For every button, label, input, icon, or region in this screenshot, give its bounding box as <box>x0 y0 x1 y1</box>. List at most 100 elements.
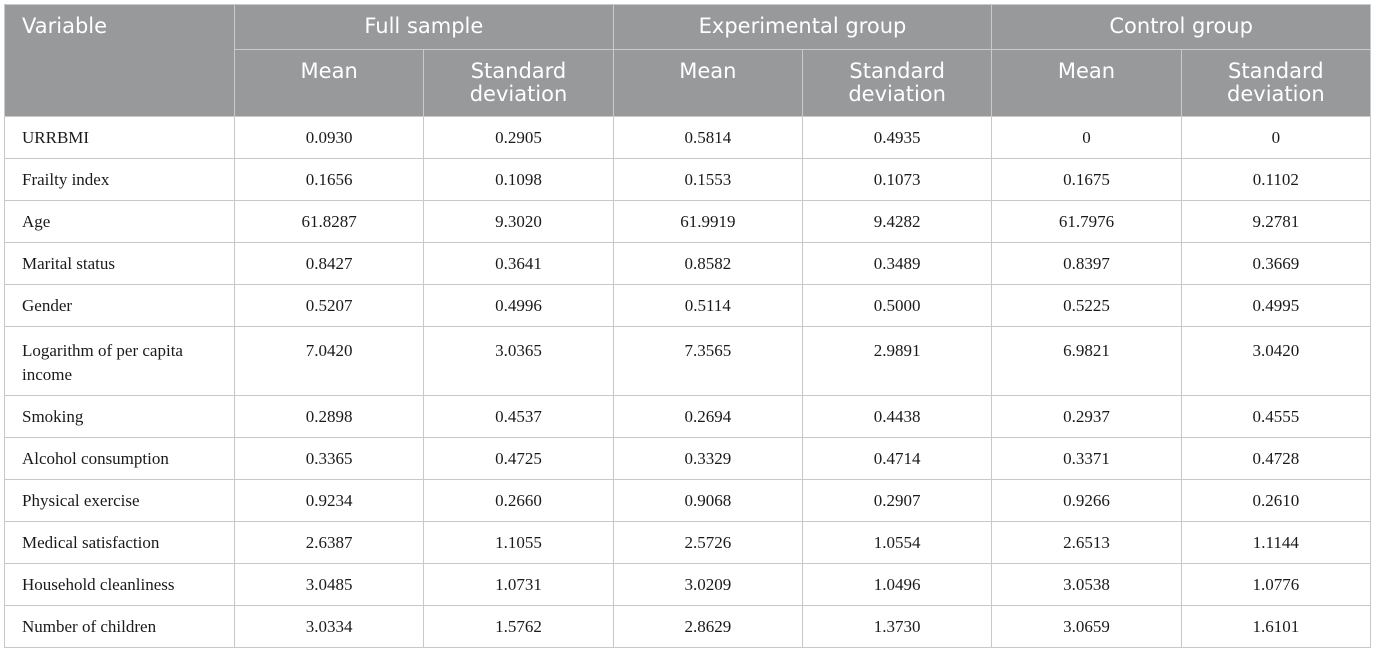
header-variable: Variable <box>4 4 235 117</box>
row-value-cell: 3.0365 <box>423 326 614 396</box>
row-value-cell: 0.9266 <box>991 479 1182 522</box>
row-value-cell: 7.3565 <box>612 326 803 396</box>
row-value-cell: 0.3641 <box>423 242 614 285</box>
row-value-cell: 0.5114 <box>612 284 803 327</box>
row-value-cell: 61.8287 <box>233 200 425 243</box>
row-value-cell: 0.3489 <box>801 242 993 285</box>
row-value-cell: 0.8397 <box>991 242 1182 285</box>
header-experimental-group: Experimental group <box>612 4 993 50</box>
row-value-cell: 2.9891 <box>801 326 993 396</box>
row-value-cell: 0.1675 <box>991 158 1182 201</box>
row-value-cell: 0.4555 <box>1180 395 1372 438</box>
row-variable-name: Alcohol consumption <box>4 437 235 480</box>
row-value-cell: 2.8629 <box>612 605 803 648</box>
row-value-cell: 0.8427 <box>233 242 425 285</box>
row-value-cell: 1.0731 <box>423 563 614 606</box>
row-value-cell: 0.2660 <box>423 479 614 522</box>
header-full-sample: Full sample <box>234 4 614 50</box>
row-variable-name: Age <box>4 200 235 243</box>
row-value-cell: 0.3329 <box>612 437 803 480</box>
table-row: Household cleanliness 3.0485 1.0731 3.0209 1… <box>4 563 1372 606</box>
row-value-cell: 0.2694 <box>612 395 803 438</box>
row-value-cell: 3.0538 <box>991 563 1182 606</box>
row-value-cell: 7.0420 <box>233 326 425 396</box>
row-value-cell: 3.0659 <box>991 605 1182 648</box>
row-value-cell: 0.4935 <box>801 116 993 159</box>
row-value-cell: 0.5207 <box>233 284 425 327</box>
row-variable-name: Frailty index <box>4 158 235 201</box>
row-value-cell: 0 <box>1180 116 1372 159</box>
row-value-cell: 0.5000 <box>801 284 993 327</box>
row-value-cell: 0.1073 <box>801 158 993 201</box>
row-value-cell: 0.3365 <box>233 437 425 480</box>
table-header: Variable Full sample Experimental group … <box>4 4 1372 117</box>
row-variable-name: Smoking <box>4 395 235 438</box>
row-value-cell: 6.9821 <box>991 326 1182 396</box>
row-value-cell: 1.5762 <box>423 605 614 648</box>
table-row: Number of children 3.0334 1.5762 2.8629 1.37… <box>4 605 1372 648</box>
row-value-cell: 9.3020 <box>423 200 614 243</box>
row-variable-name: Medical satisfaction <box>4 521 235 564</box>
row-value-cell: 0.9234 <box>233 479 425 522</box>
row-value-cell: 0.2907 <box>801 479 993 522</box>
row-value-cell: 61.7976 <box>991 200 1182 243</box>
row-value-cell: 0.5225 <box>991 284 1182 327</box>
row-value-cell: 0.2610 <box>1180 479 1372 522</box>
row-value-cell: 1.0776 <box>1180 563 1372 606</box>
row-value-cell: 0.4725 <box>423 437 614 480</box>
table-row: Physical exercise 0.9234 0.2660 0.9068 0.290… <box>4 479 1372 522</box>
table-row: Logarithm of per capita income 7.0420 3.03… <box>4 326 1372 396</box>
table-row: Marital status 0.8427 0.3641 0.8582 0.3489 0.… <box>4 242 1372 285</box>
header-control-mean: Mean <box>991 49 1182 117</box>
row-value-cell: 9.2781 <box>1180 200 1372 243</box>
row-variable-name: Marital status <box>4 242 235 285</box>
table-row: Frailty index 0.1656 0.1098 0.1553 0.1073 0.1… <box>4 158 1372 201</box>
row-value-cell: 0.4537 <box>423 395 614 438</box>
row-value-cell: 0.0930 <box>233 116 425 159</box>
table-row: Smoking 0.2898 0.4537 0.2694 0.4438 0.2937 0.4… <box>4 395 1372 438</box>
row-variable-name: Number of children <box>4 605 235 648</box>
row-value-cell: 0.1102 <box>1180 158 1372 201</box>
row-value-cell: 0.4728 <box>1180 437 1372 480</box>
row-value-cell: 0.4438 <box>801 395 993 438</box>
table-row: URRBMI 0.0930 0.2905 0.5814 0.4935 0 0 <box>4 116 1372 159</box>
row-value-cell: 1.3730 <box>801 605 993 648</box>
row-variable-name: Physical exercise <box>4 479 235 522</box>
header-control-sd: Standard deviation <box>1180 49 1372 117</box>
row-value-cell: 0.9068 <box>612 479 803 522</box>
row-value-cell: 2.6387 <box>233 521 425 564</box>
row-value-cell: 61.9919 <box>612 200 803 243</box>
row-value-cell: 9.4282 <box>801 200 993 243</box>
row-value-cell: 3.0420 <box>1180 326 1372 396</box>
header-full-mean: Mean <box>233 49 425 117</box>
row-value-cell: 0.1098 <box>423 158 614 201</box>
row-value-cell: 0.4996 <box>423 284 614 327</box>
row-variable-name: Household cleanliness <box>4 563 235 606</box>
row-value-cell: 0.3371 <box>991 437 1182 480</box>
header-experimental-sd: Standard deviation <box>801 49 993 117</box>
table-container: Variable Full sample Experimental group … <box>4 4 1372 648</box>
row-value-cell: 0.2898 <box>233 395 425 438</box>
row-variable-name: Gender <box>4 284 235 327</box>
row-value-cell: 2.6513 <box>991 521 1182 564</box>
table-row: Medical satisfaction 2.6387 1.1055 2.5726 1.… <box>4 521 1372 564</box>
header-experimental-mean: Mean <box>612 49 803 117</box>
row-value-cell: 1.1055 <box>423 521 614 564</box>
row-value-cell: 0.5814 <box>612 116 803 159</box>
row-value-cell: 0 <box>991 116 1182 159</box>
header-full-sd: Standard deviation <box>423 49 614 117</box>
row-value-cell: 0.2937 <box>991 395 1182 438</box>
row-value-cell: 2.5726 <box>612 521 803 564</box>
row-value-cell: 0.1656 <box>233 158 425 201</box>
row-value-cell: 0.1553 <box>612 158 803 201</box>
row-value-cell: 0.2905 <box>423 116 614 159</box>
row-value-cell: 1.6101 <box>1180 605 1372 648</box>
table-row: Gender 0.5207 0.4996 0.5114 0.5000 0.5225 0.49… <box>4 284 1372 327</box>
row-value-cell: 0.3669 <box>1180 242 1372 285</box>
row-value-cell: 0.4995 <box>1180 284 1372 327</box>
table-body: URRBMI 0.0930 0.2905 0.5814 0.4935 0 0 Frailty … <box>4 116 1372 648</box>
row-value-cell: 1.0496 <box>801 563 993 606</box>
row-variable-name: Logarithm of per capita income <box>4 326 235 396</box>
table-row: Alcohol consumption 0.3365 0.4725 0.3329 0.4… <box>4 437 1372 480</box>
row-value-cell: 3.0334 <box>233 605 425 648</box>
